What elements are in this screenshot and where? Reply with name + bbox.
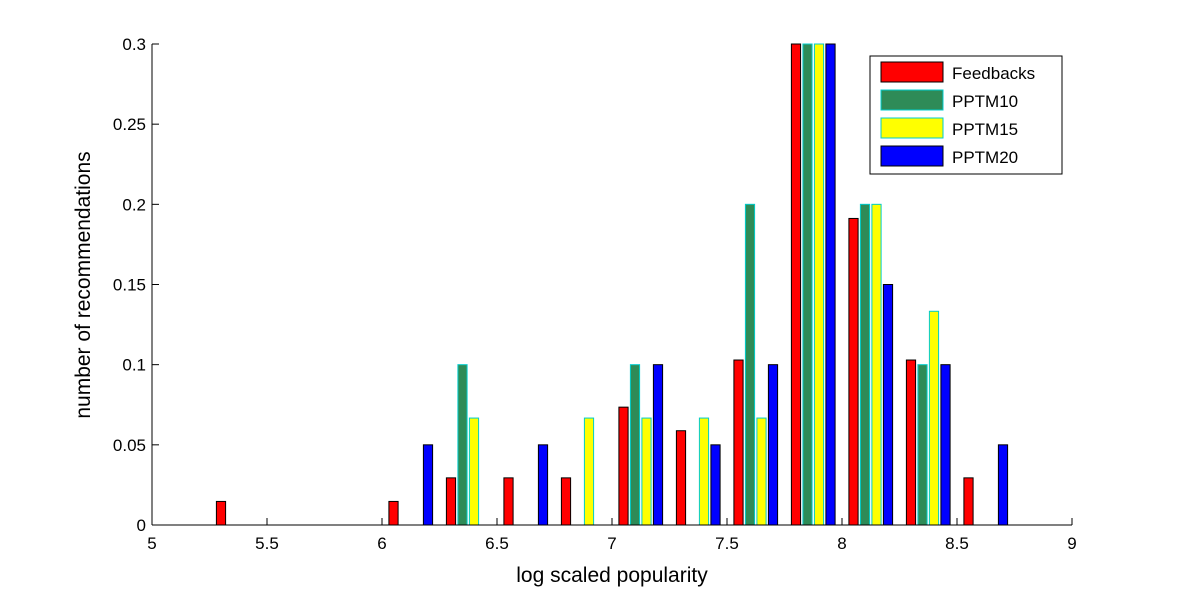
bar-pptm20-11 xyxy=(825,43,836,526)
x-axis-label: log scaled popularity xyxy=(516,564,708,587)
bar-pptm20-13 xyxy=(940,364,951,526)
bar-pptm20-10 xyxy=(767,364,779,526)
legend-label-pptm10: PPTM10 xyxy=(952,92,1018,111)
x-tick-label: 8.5 xyxy=(945,534,969,553)
bar-pptm10-11 xyxy=(802,43,813,526)
bar-feedbacks-8 xyxy=(618,406,629,526)
bar-feedbacks-4 xyxy=(388,500,399,526)
bar-feedbacks-1 xyxy=(215,500,227,526)
bars-layer xyxy=(215,43,1009,526)
bar-pptm20-8 xyxy=(652,364,664,526)
bar-feedbacks-14 xyxy=(963,477,974,526)
x-tick-label: 5 xyxy=(147,534,156,553)
x-tick-label: 5.5 xyxy=(255,534,279,553)
bar-pptm20-12 xyxy=(882,284,894,526)
bar-feedbacks-5 xyxy=(445,477,457,526)
x-tick-label: 6 xyxy=(377,534,386,553)
y-tick-label: 0.3 xyxy=(122,35,146,54)
x-tick-label: 7.5 xyxy=(715,534,739,553)
bar-feedbacks-12 xyxy=(848,217,859,526)
bar-feedbacks-13 xyxy=(905,359,917,526)
bar-pptm15-13 xyxy=(928,310,940,526)
bar-pptm10-5 xyxy=(457,364,468,526)
y-tick-label: 0 xyxy=(137,516,146,535)
y-tick-label: 0.05 xyxy=(113,436,146,455)
bar-pptm20-9 xyxy=(710,444,721,526)
bar-pptm15-10 xyxy=(756,417,767,526)
bar-feedbacks-6 xyxy=(503,477,514,526)
bar-feedbacks-7 xyxy=(560,477,572,526)
bar-feedbacks-9 xyxy=(675,430,687,526)
bar-pptm20-14 xyxy=(997,444,1009,526)
y-axis-label: number of recommendations xyxy=(72,151,95,418)
bar-pptm20-4 xyxy=(422,444,434,526)
legend-label-pptm15: PPTM15 xyxy=(952,120,1018,139)
x-tick-label: 6.5 xyxy=(485,534,509,553)
y-tick-label: 0.1 xyxy=(122,356,146,375)
bar-feedbacks-11 xyxy=(790,43,802,526)
x-tick-label: 9 xyxy=(1067,534,1076,553)
bar-feedbacks-10 xyxy=(733,359,744,526)
x-tick-label: 7 xyxy=(607,534,616,553)
bar-pptm15-7 xyxy=(583,417,595,526)
bar-pptm15-5 xyxy=(468,417,480,526)
bar-pptm10-12 xyxy=(859,203,871,526)
axes-layer: 5 5.5 6 6.5 7 7.5 8 8.5 9 0 0.05 0.1 0.15 0.2 0.25 0.3 xyxy=(113,35,1077,553)
bar-pptm15-8 xyxy=(641,417,652,526)
legend-label-feedbacks: Feedbacks xyxy=(952,64,1035,83)
bar-pptm10-13 xyxy=(917,364,928,526)
bar-pptm20-6 xyxy=(537,444,549,526)
y-tick-label: 0.25 xyxy=(113,115,146,134)
y-tick-label: 0.2 xyxy=(122,195,146,214)
x-tick-label: 8 xyxy=(837,534,846,553)
bar-pptm10-10 xyxy=(744,203,756,526)
bar-pptm10-8 xyxy=(629,364,641,526)
legend-swatch-pptm15 xyxy=(880,117,944,139)
legend-swatch-pptm20 xyxy=(880,145,944,167)
bar-pptm15-9 xyxy=(698,417,710,526)
bar-pptm15-11 xyxy=(813,43,825,526)
legend-label-pptm20: PPTM20 xyxy=(952,148,1018,167)
bar-pptm15-12 xyxy=(871,203,882,526)
legend-swatch-feedbacks xyxy=(880,61,944,83)
y-tick-label: 0.15 xyxy=(113,276,146,295)
legend-swatch-pptm10 xyxy=(880,89,944,111)
legend: Feedbacks PPTM10 PPTM15 PPTM20 xyxy=(869,55,1063,175)
